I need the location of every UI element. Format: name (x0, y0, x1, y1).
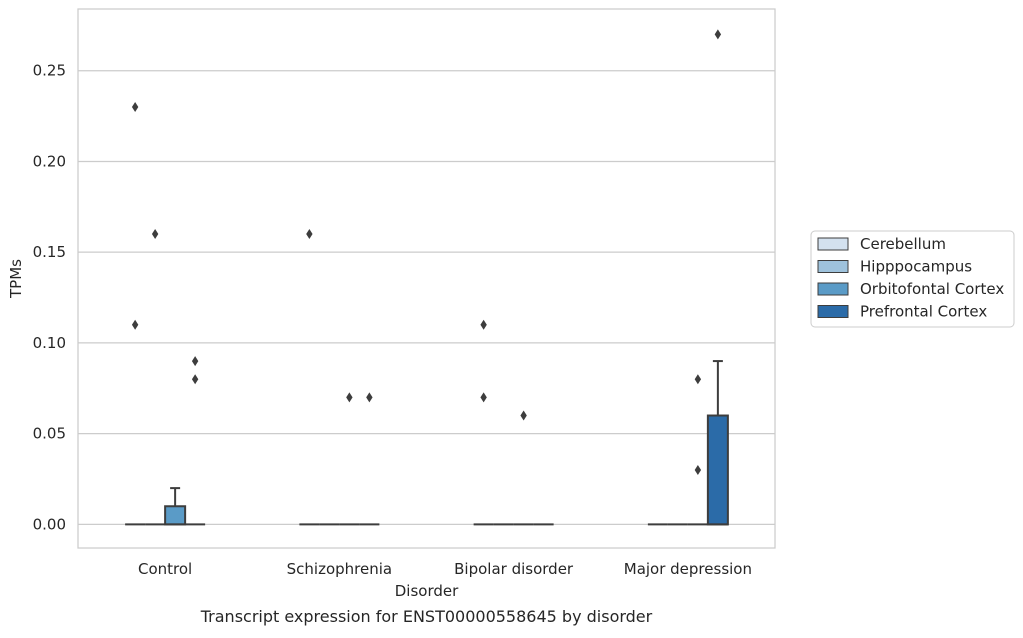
legend-swatch (817, 237, 849, 251)
y-tick-label: 0.05 (33, 425, 66, 443)
x-tick-label: Major depression (624, 560, 752, 578)
chart-caption: Transcript expression for ENST0000055864… (200, 607, 653, 626)
outlier-point (191, 374, 199, 385)
outlier-point (131, 102, 139, 112)
box (164, 505, 187, 526)
x-tick-label: Control (138, 560, 192, 578)
outlier-point (694, 374, 702, 385)
tick-layer: 0.00 0.05 0.10 0.15 0.20 0.25 Control Schizophr… (33, 62, 752, 578)
x-axis-label: Disorder (395, 582, 459, 600)
legend-swatch (817, 260, 849, 273)
outlier-point (714, 29, 722, 40)
outlier-point (131, 319, 139, 330)
plot-frame (77, 8, 776, 549)
legend-swatch (817, 282, 849, 296)
legend: Cerebellum Hipppocampus Orbitofontal Corte… (810, 230, 1015, 328)
y-tick-label: 0.00 (33, 515, 66, 533)
legend-label: Prefrontal Cortex (860, 303, 987, 321)
y-tick-label: 0.20 (33, 152, 66, 170)
outlier-point (694, 464, 702, 475)
x-tick-label: Bipolar disorder (454, 560, 574, 578)
legend-frame (810, 230, 1015, 328)
grid-layer (78, 70, 775, 526)
outlier-point (480, 392, 487, 403)
outlier-point (346, 392, 353, 403)
y-tick-label: 0.10 (33, 334, 66, 352)
legend-label: Cerebellum (860, 235, 946, 253)
y-axis-label: TPMs (7, 259, 25, 299)
legend-swatch (817, 305, 849, 318)
outlier-point (151, 229, 159, 240)
y-tick-label: 0.25 (33, 62, 66, 80)
y-tick-label: 0.15 (33, 243, 66, 261)
x-tick-label: Schizophrenia (287, 560, 392, 578)
outlier-point (306, 229, 313, 240)
outlier-point (366, 392, 373, 403)
box (706, 414, 729, 526)
legend-label: Orbitofontal Cortex (860, 280, 1004, 298)
outlier-point (520, 410, 527, 421)
outlier-point (191, 356, 199, 367)
legend-label: Hipppocampus (860, 258, 972, 276)
data-layer (125, 29, 729, 526)
outlier-point (480, 319, 487, 330)
